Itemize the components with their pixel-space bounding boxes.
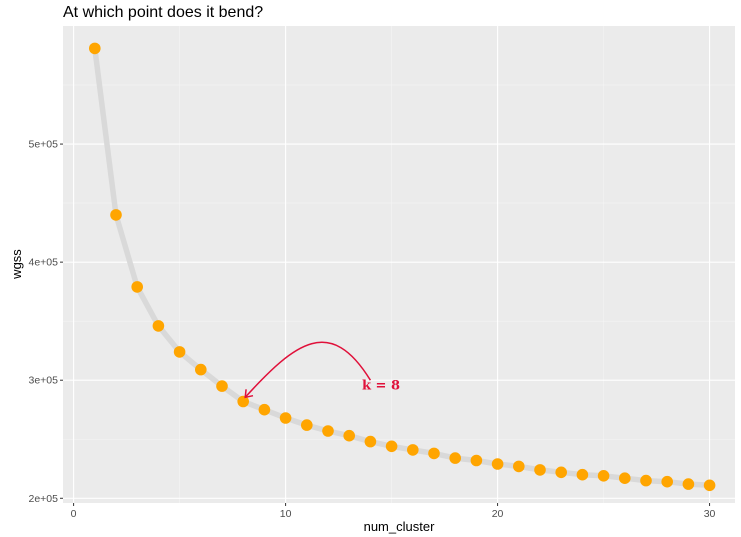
- data-point: [237, 395, 249, 408]
- grid-major: [63, 26, 735, 503]
- y-tick-label: 2e+05: [29, 493, 59, 505]
- data-point: [343, 429, 356, 442]
- data-point: [131, 281, 143, 293]
- data-point: [216, 380, 228, 392]
- data-point: [576, 468, 589, 481]
- data-point: [428, 447, 440, 460]
- data-point: [555, 466, 567, 479]
- data-point: [513, 460, 525, 473]
- data-point: [364, 435, 377, 448]
- annotation: k = 8: [244, 341, 400, 399]
- y-axis-title: wgss: [9, 249, 24, 280]
- data-point: [449, 452, 462, 464]
- y-axis-ticks: 2e+05 3e+05 4e+05 5e+05: [29, 139, 63, 505]
- x-axis-ticks: 0 10 20 30: [71, 503, 716, 520]
- data-point: [470, 454, 483, 467]
- data-point: [619, 472, 631, 485]
- data-point: [301, 419, 313, 431]
- x-tick-label: 20: [492, 508, 504, 520]
- data-point: [491, 458, 504, 470]
- data-point: [534, 464, 546, 476]
- data-point: [110, 209, 122, 221]
- x-tick-label: 30: [704, 508, 716, 520]
- data-point: [279, 412, 292, 424]
- x-axis-title: num_cluster: [364, 519, 435, 534]
- grid-minor: [63, 26, 735, 503]
- y-tick-label: 5e+05: [29, 139, 59, 151]
- data-point: [682, 478, 695, 490]
- series-points: [89, 42, 716, 492]
- x-tick-label: 10: [280, 508, 292, 520]
- data-point: [258, 403, 271, 416]
- y-tick-label: 4e+05: [29, 257, 59, 269]
- data-point: [152, 320, 165, 332]
- data-point: [385, 440, 398, 453]
- data-point: [703, 479, 716, 492]
- x-tick-label: 0: [71, 508, 77, 520]
- plot-panel: [63, 26, 735, 503]
- data-point: [661, 475, 673, 488]
- annotation-label: k = 8: [362, 379, 400, 394]
- data-point: [597, 470, 610, 482]
- annotation-arrowhead: [244, 389, 254, 399]
- annotation-arrow: [244, 341, 372, 398]
- data-point: [195, 363, 207, 376]
- data-point: [407, 444, 419, 456]
- data-point: [322, 425, 334, 437]
- chart-title: At which point does it bend?: [63, 4, 263, 21]
- data-point: [640, 474, 652, 487]
- data-point: [89, 42, 101, 55]
- y-tick-label: 3e+05: [29, 375, 59, 387]
- data-point: [173, 346, 186, 358]
